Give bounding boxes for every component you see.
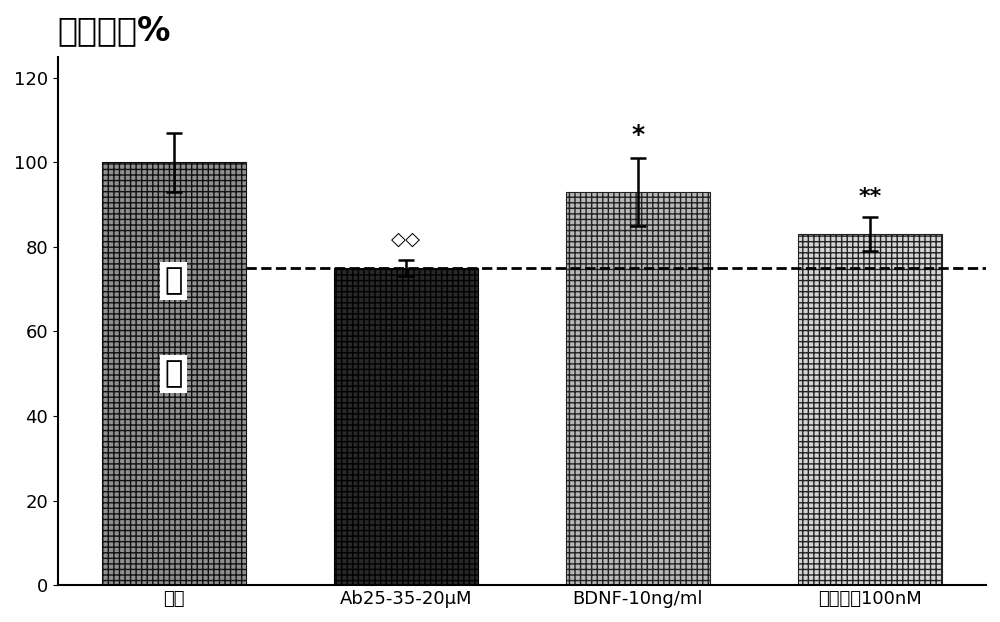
Text: ◇◇: ◇◇ [391,230,421,249]
Text: 照: 照 [165,360,183,388]
Bar [334,268,478,585]
Text: 轴突长度%: 轴突长度% [58,14,171,47]
Bar [102,162,246,585]
Bar [566,192,710,585]
Text: **: ** [858,187,882,207]
Text: 对: 对 [165,266,183,295]
Text: *: * [631,124,645,147]
Bar [798,234,942,585]
